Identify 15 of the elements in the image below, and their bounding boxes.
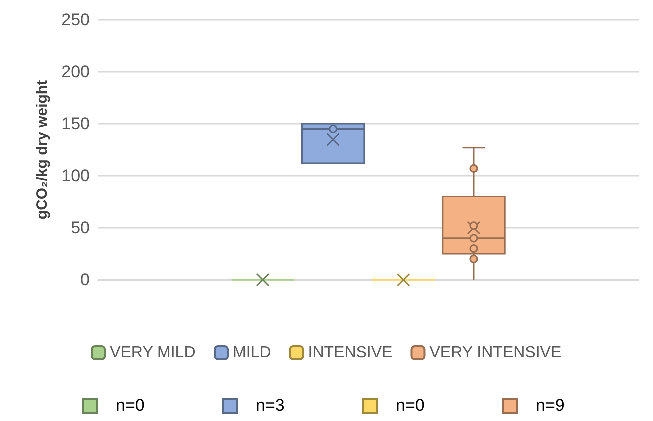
y-tick-label: 50 bbox=[71, 218, 90, 238]
text: n=0 bbox=[116, 396, 145, 416]
text: n=9 bbox=[536, 396, 565, 416]
y-axis-title: gCO₂/kg dry weight bbox=[34, 80, 51, 220]
legend-label: VERY MILD bbox=[110, 344, 196, 362]
legend-label: VERY INTENSIVE bbox=[430, 344, 562, 362]
text: n=3 bbox=[256, 396, 285, 416]
y-tick-label: 200 bbox=[62, 62, 90, 82]
legend-label: INTENSIVE bbox=[308, 344, 393, 362]
legend-label: MILD bbox=[233, 344, 272, 362]
y-tick-label: 150 bbox=[62, 114, 90, 134]
text: n=0 bbox=[396, 396, 425, 416]
y-tick-label: 100 bbox=[62, 166, 90, 186]
y-tick-label: 250 bbox=[62, 10, 90, 30]
y-tick-label: 0 bbox=[80, 270, 90, 290]
